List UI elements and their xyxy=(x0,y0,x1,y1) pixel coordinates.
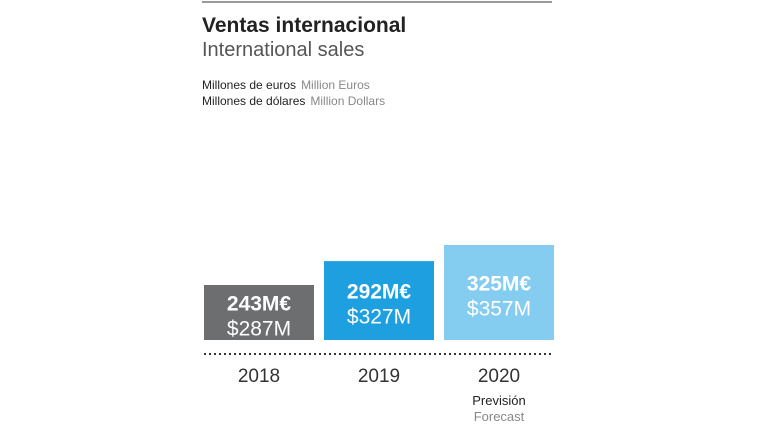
unit-dollars-en: Million Dollars xyxy=(310,94,386,108)
unit-euros-en: Million Euros xyxy=(301,78,370,92)
unit-row-dollars: Millones de dólares Million Dollars xyxy=(202,94,385,108)
bar-2020 xyxy=(444,245,554,340)
bar-label-usd-2018: $287M xyxy=(227,318,291,341)
chart-title: Ventas internacional xyxy=(202,14,407,37)
unit-dollars-es: Millones de dólares xyxy=(202,94,306,108)
bar-2019 xyxy=(324,261,434,340)
unit-row-euros: Millones de euros Million Euros xyxy=(202,78,370,92)
forecast-label-en: Forecast xyxy=(474,409,525,424)
bar-label-eur-2020: 325M€ xyxy=(467,273,532,296)
chart-subtitle: International sales xyxy=(202,39,365,61)
category-label-2018: 2018 xyxy=(238,366,280,387)
bar-label-eur-2018: 243M€ xyxy=(227,293,292,316)
bar-2018 xyxy=(204,285,314,340)
category-label-2019: 2019 xyxy=(358,366,400,387)
category-label-2020: 2020 xyxy=(478,366,520,387)
bar-label-usd-2019: $327M xyxy=(347,306,411,329)
unit-euros-es: Millones de euros xyxy=(202,78,297,92)
bar-label-usd-2020: $357M xyxy=(467,298,531,321)
bar-label-eur-2019: 292M€ xyxy=(347,281,412,304)
top-rule xyxy=(202,1,552,3)
forecast-label-es: Previsión xyxy=(472,393,525,408)
